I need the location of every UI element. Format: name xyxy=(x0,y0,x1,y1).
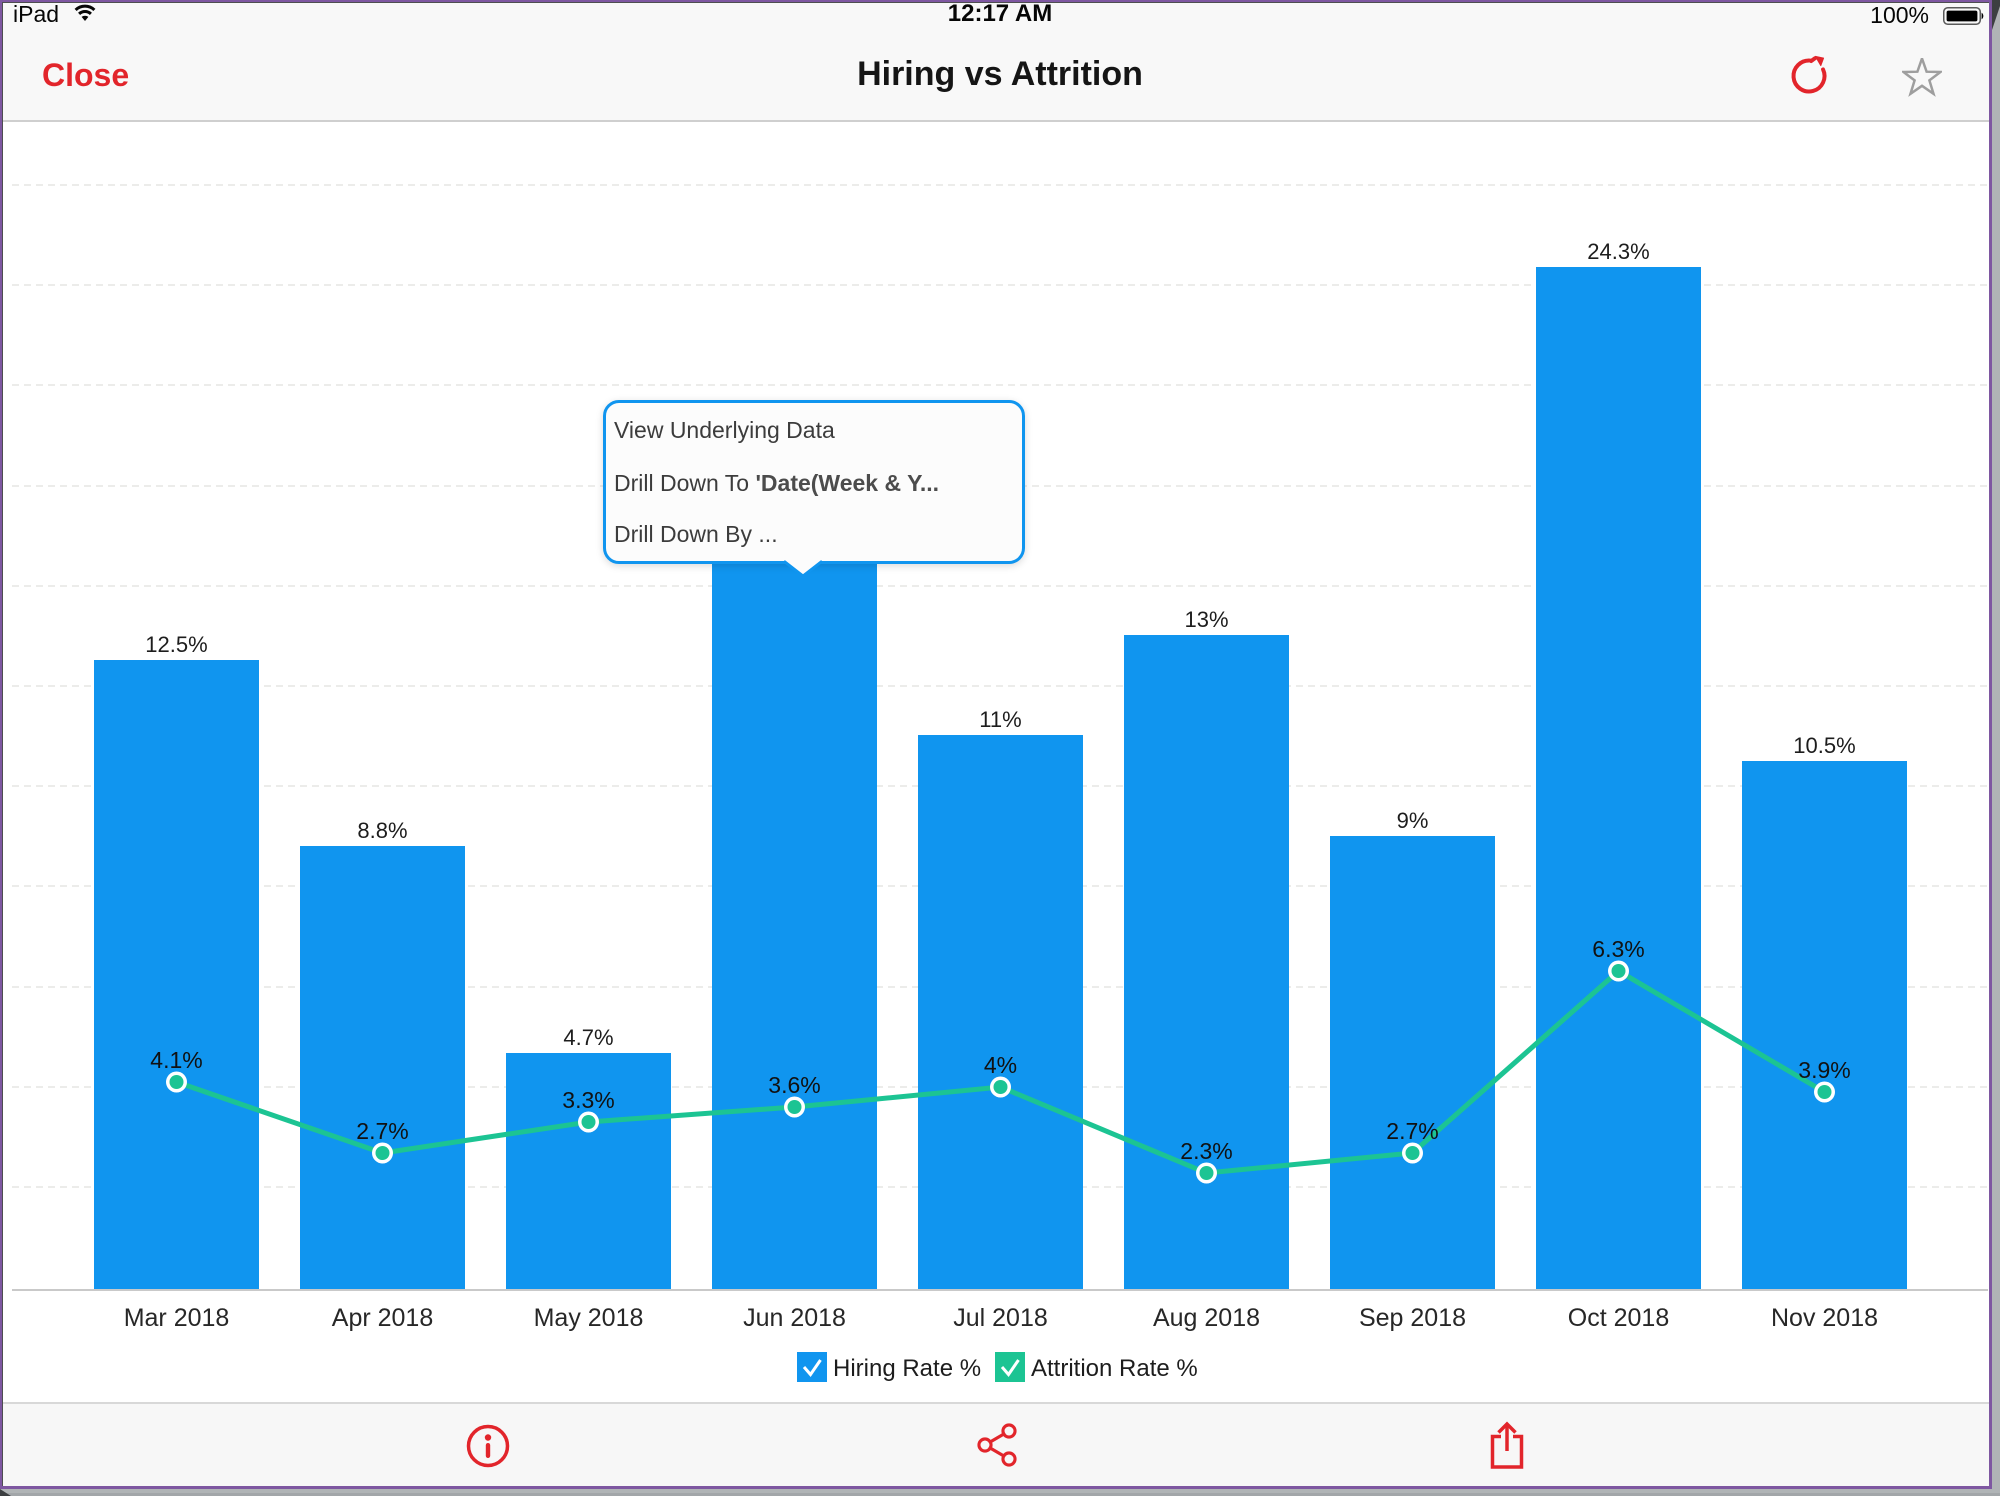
svg-text:3.3%: 3.3% xyxy=(562,1087,614,1113)
svg-text:May 2018: May 2018 xyxy=(534,1304,644,1332)
svg-text:Oct 2018: Oct 2018 xyxy=(1568,1304,1669,1332)
svg-text:2.3%: 2.3% xyxy=(1180,1138,1232,1164)
svg-text:4.1%: 4.1% xyxy=(150,1047,202,1073)
svg-text:Attrition Rate %: Attrition Rate % xyxy=(1031,1355,1198,1382)
svg-text:12.5%: 12.5% xyxy=(145,632,207,657)
svg-text:24.3%: 24.3% xyxy=(1587,239,1649,264)
svg-text:2.7%: 2.7% xyxy=(1386,1118,1438,1144)
svg-text:4.7%: 4.7% xyxy=(563,1025,613,1050)
svg-text:Nov 2018: Nov 2018 xyxy=(1771,1304,1878,1332)
svg-text:13%: 13% xyxy=(1184,607,1228,632)
svg-text:9%: 9% xyxy=(1397,808,1429,833)
svg-text:Hiring Rate %: Hiring Rate % xyxy=(833,1355,981,1382)
svg-text:Jul 2018: Jul 2018 xyxy=(953,1304,1048,1332)
svg-text:10.5%: 10.5% xyxy=(1793,733,1855,758)
svg-text:6.3%: 6.3% xyxy=(1592,936,1644,962)
svg-text:Aug 2018: Aug 2018 xyxy=(1153,1304,1260,1332)
svg-text:8.8%: 8.8% xyxy=(357,818,407,843)
svg-text:3.9%: 3.9% xyxy=(1798,1057,1850,1083)
svg-text:Apr 2018: Apr 2018 xyxy=(332,1304,433,1332)
svg-text:Jun 2018: Jun 2018 xyxy=(743,1304,846,1332)
svg-text:4%: 4% xyxy=(984,1052,1017,1078)
svg-text:Mar 2018: Mar 2018 xyxy=(124,1304,230,1332)
svg-text:11%: 11% xyxy=(979,707,1021,732)
svg-text:3.6%: 3.6% xyxy=(768,1072,820,1098)
svg-text:2.7%: 2.7% xyxy=(356,1118,408,1144)
svg-text:Sep 2018: Sep 2018 xyxy=(1359,1304,1466,1332)
